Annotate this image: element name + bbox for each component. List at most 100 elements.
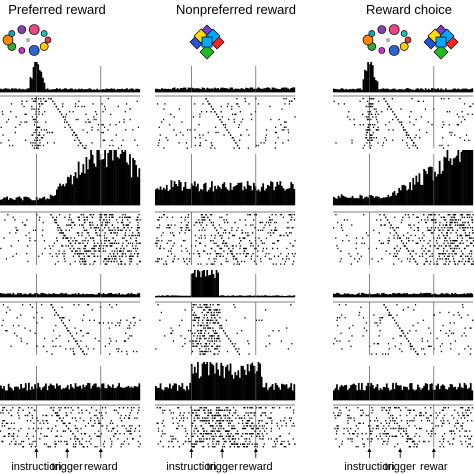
raster-spike (70, 237, 72, 239)
raster-spike (466, 240, 468, 242)
raster-spike (250, 245, 252, 247)
histogram-bar (212, 191, 215, 205)
raster-spike (90, 438, 92, 440)
histogram-bar (441, 384, 444, 400)
raster-spike (189, 440, 191, 443)
raster-spike (209, 327, 211, 329)
raster-spike (117, 263, 120, 265)
raster-spike (236, 332, 238, 334)
raster-spike (235, 113, 237, 115)
raster-spike (446, 250, 448, 252)
raster-spike (288, 443, 291, 445)
raster-spike (261, 242, 264, 244)
raster-spike (183, 417, 185, 419)
raster-spike (208, 422, 210, 424)
raster-spike (405, 430, 407, 432)
histogram-bar (40, 71, 43, 92)
raster-spike (365, 116, 367, 118)
histogram-bar (179, 182, 182, 205)
raster-spike (209, 335, 211, 337)
raster-spike (373, 98, 375, 100)
raster-spike (419, 137, 421, 139)
raster-spike (46, 435, 48, 437)
histogram-bar (407, 294, 410, 297)
panel (0, 150, 142, 265)
raster-spike (161, 240, 163, 242)
raster-spike (8, 139, 10, 141)
raster-spike (194, 129, 196, 131)
raster-spike (129, 327, 131, 329)
histogram-bar (34, 384, 36, 400)
raster-spike (438, 255, 440, 257)
histogram-bar (49, 293, 52, 297)
raster-spike (276, 438, 278, 440)
raster-spike (386, 443, 388, 445)
raster-spike (248, 103, 250, 105)
raster-spike (108, 240, 111, 242)
raster-spike (121, 221, 123, 224)
raster-spike (468, 224, 470, 226)
raster-spike (63, 317, 65, 319)
raster-spike (120, 443, 122, 445)
raster-spike (472, 237, 474, 239)
histogram-bar (270, 386, 272, 400)
raster-spike (447, 258, 450, 260)
raster-spike (83, 247, 85, 250)
raster-spike (116, 232, 118, 234)
raster-spike (443, 234, 445, 237)
raster-spike (157, 422, 159, 424)
histogram-bar (245, 375, 247, 400)
raster-spike (354, 258, 356, 260)
raster-spike (123, 118, 125, 121)
raster-spike (52, 245, 54, 247)
raster-spike (245, 446, 248, 448)
histogram-bar (284, 87, 286, 92)
raster-spike (258, 407, 260, 409)
histogram-bar (270, 89, 272, 92)
raster-spike (65, 443, 68, 445)
raster-spike (217, 412, 220, 414)
histogram-bar (249, 364, 252, 400)
raster-spike (42, 144, 45, 147)
histogram-bar (20, 293, 22, 297)
raster-spike (456, 221, 458, 224)
raster-spike (452, 443, 454, 445)
histogram-bar (434, 389, 436, 400)
raster-spike (348, 253, 350, 255)
histogram-bar (122, 387, 125, 400)
raster-spike (182, 258, 185, 260)
histogram-bar (198, 378, 201, 400)
raster-spike (110, 232, 112, 234)
raster-spike (74, 260, 76, 263)
raster-spike (390, 427, 392, 430)
histogram-bar (158, 189, 160, 205)
raster-spike (136, 350, 138, 353)
raster-spike (83, 420, 85, 422)
histogram-bar (277, 184, 280, 205)
raster-spike (465, 134, 468, 136)
raster-spike (87, 250, 89, 252)
histogram-bar (6, 88, 8, 92)
raster-spike (67, 330, 69, 332)
raster-spike (163, 214, 165, 216)
raster-spike (436, 260, 438, 263)
raster-spike (269, 105, 271, 108)
raster-spike (395, 435, 397, 437)
raster-spike (196, 317, 198, 319)
raster-spike (368, 103, 370, 105)
raster-spike (192, 422, 194, 424)
raster-spike (47, 446, 49, 448)
raster-spike (466, 245, 468, 247)
raster-spike (361, 438, 364, 440)
raster-spike (378, 100, 380, 102)
histogram-bar (34, 293, 36, 297)
histogram-bar (107, 152, 110, 205)
raster-spike (51, 353, 53, 355)
histogram-bar (159, 383, 162, 400)
raster-spike (30, 420, 32, 422)
raster-spike (128, 417, 130, 419)
raster-spike (90, 417, 92, 419)
raster-spike (252, 224, 254, 226)
raster-spike (192, 340, 194, 342)
raster-spike (224, 245, 226, 247)
